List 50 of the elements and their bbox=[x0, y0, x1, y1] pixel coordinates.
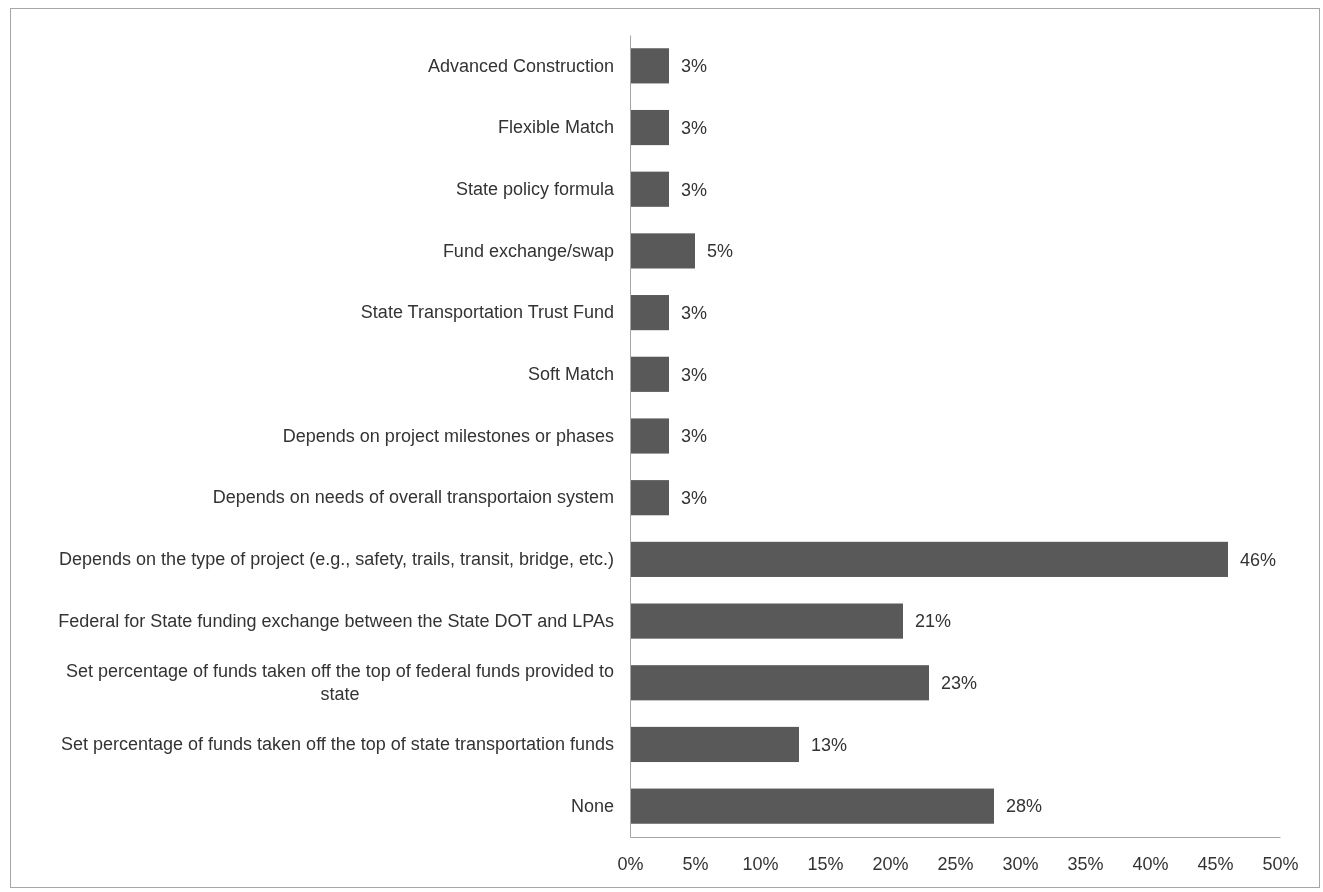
bar bbox=[630, 418, 669, 454]
x-tick-label: 30% bbox=[1002, 853, 1039, 874]
bar bbox=[630, 665, 929, 701]
y-tick-label: Set percentage of funds taken off the top of federal funds provided to state bbox=[65, 660, 614, 705]
data-label: 13% bbox=[811, 734, 848, 755]
x-tick-label: 5% bbox=[682, 853, 709, 874]
x-tick-label: 20% bbox=[872, 853, 909, 874]
bar bbox=[630, 788, 994, 824]
y-tick-label: State Transportation Trust Fund bbox=[360, 302, 614, 323]
data-label: 23% bbox=[941, 673, 978, 694]
data-label: 21% bbox=[915, 611, 952, 632]
data-label: 3% bbox=[681, 179, 708, 200]
bar bbox=[630, 295, 669, 331]
y-tick-label: Advanced Construction bbox=[427, 55, 614, 76]
data-label: 3% bbox=[681, 487, 708, 508]
y-tick-label: Fund exchange/swap bbox=[442, 240, 614, 261]
bar bbox=[630, 109, 669, 146]
bar bbox=[630, 356, 669, 392]
y-tick-label: Soft Match bbox=[527, 364, 614, 385]
y-tick-label: Set percentage of funds taken off the top of state transportation funds bbox=[60, 734, 614, 755]
bar bbox=[630, 233, 695, 269]
bar bbox=[630, 171, 669, 207]
data-label: 3% bbox=[681, 117, 708, 138]
y-tick-label: State policy formula bbox=[455, 178, 615, 199]
y-tick-label: Flexible Match bbox=[497, 117, 614, 138]
y-tick-label: None bbox=[570, 795, 614, 816]
data-label: 3% bbox=[681, 426, 708, 447]
data-label: 3% bbox=[681, 364, 708, 385]
y-tick-label: Depends on the type of project (e.g., safety, trails, transit, bridge, etc.) bbox=[59, 549, 614, 570]
x-tick-label: 0% bbox=[617, 853, 644, 874]
data-label: 3% bbox=[681, 56, 708, 77]
x-tick-label: 50% bbox=[1262, 853, 1299, 874]
x-tick-label: 35% bbox=[1067, 853, 1104, 874]
data-label: 28% bbox=[1006, 796, 1043, 817]
x-tick-label: 25% bbox=[937, 853, 974, 874]
bar bbox=[630, 603, 903, 639]
y-tick-label: Federal for State funding exchange between the State DOT and LPAs bbox=[58, 610, 614, 631]
bar bbox=[630, 48, 669, 84]
bar bbox=[630, 480, 669, 516]
x-tick-label: 45% bbox=[1197, 853, 1234, 874]
x-tick-label: 40% bbox=[1132, 853, 1169, 874]
data-label: 46% bbox=[1240, 549, 1277, 570]
bar bbox=[630, 726, 799, 763]
x-tick-label: 10% bbox=[742, 853, 779, 874]
data-label: 5% bbox=[707, 241, 734, 262]
bar bbox=[630, 541, 1228, 577]
y-tick-label: Depends on project milestones or phases bbox=[282, 425, 614, 446]
x-tick-label: 15% bbox=[807, 853, 844, 874]
data-label: 3% bbox=[681, 302, 708, 323]
y-tick-label: Depends on needs of overall transportaion system bbox=[212, 487, 614, 508]
